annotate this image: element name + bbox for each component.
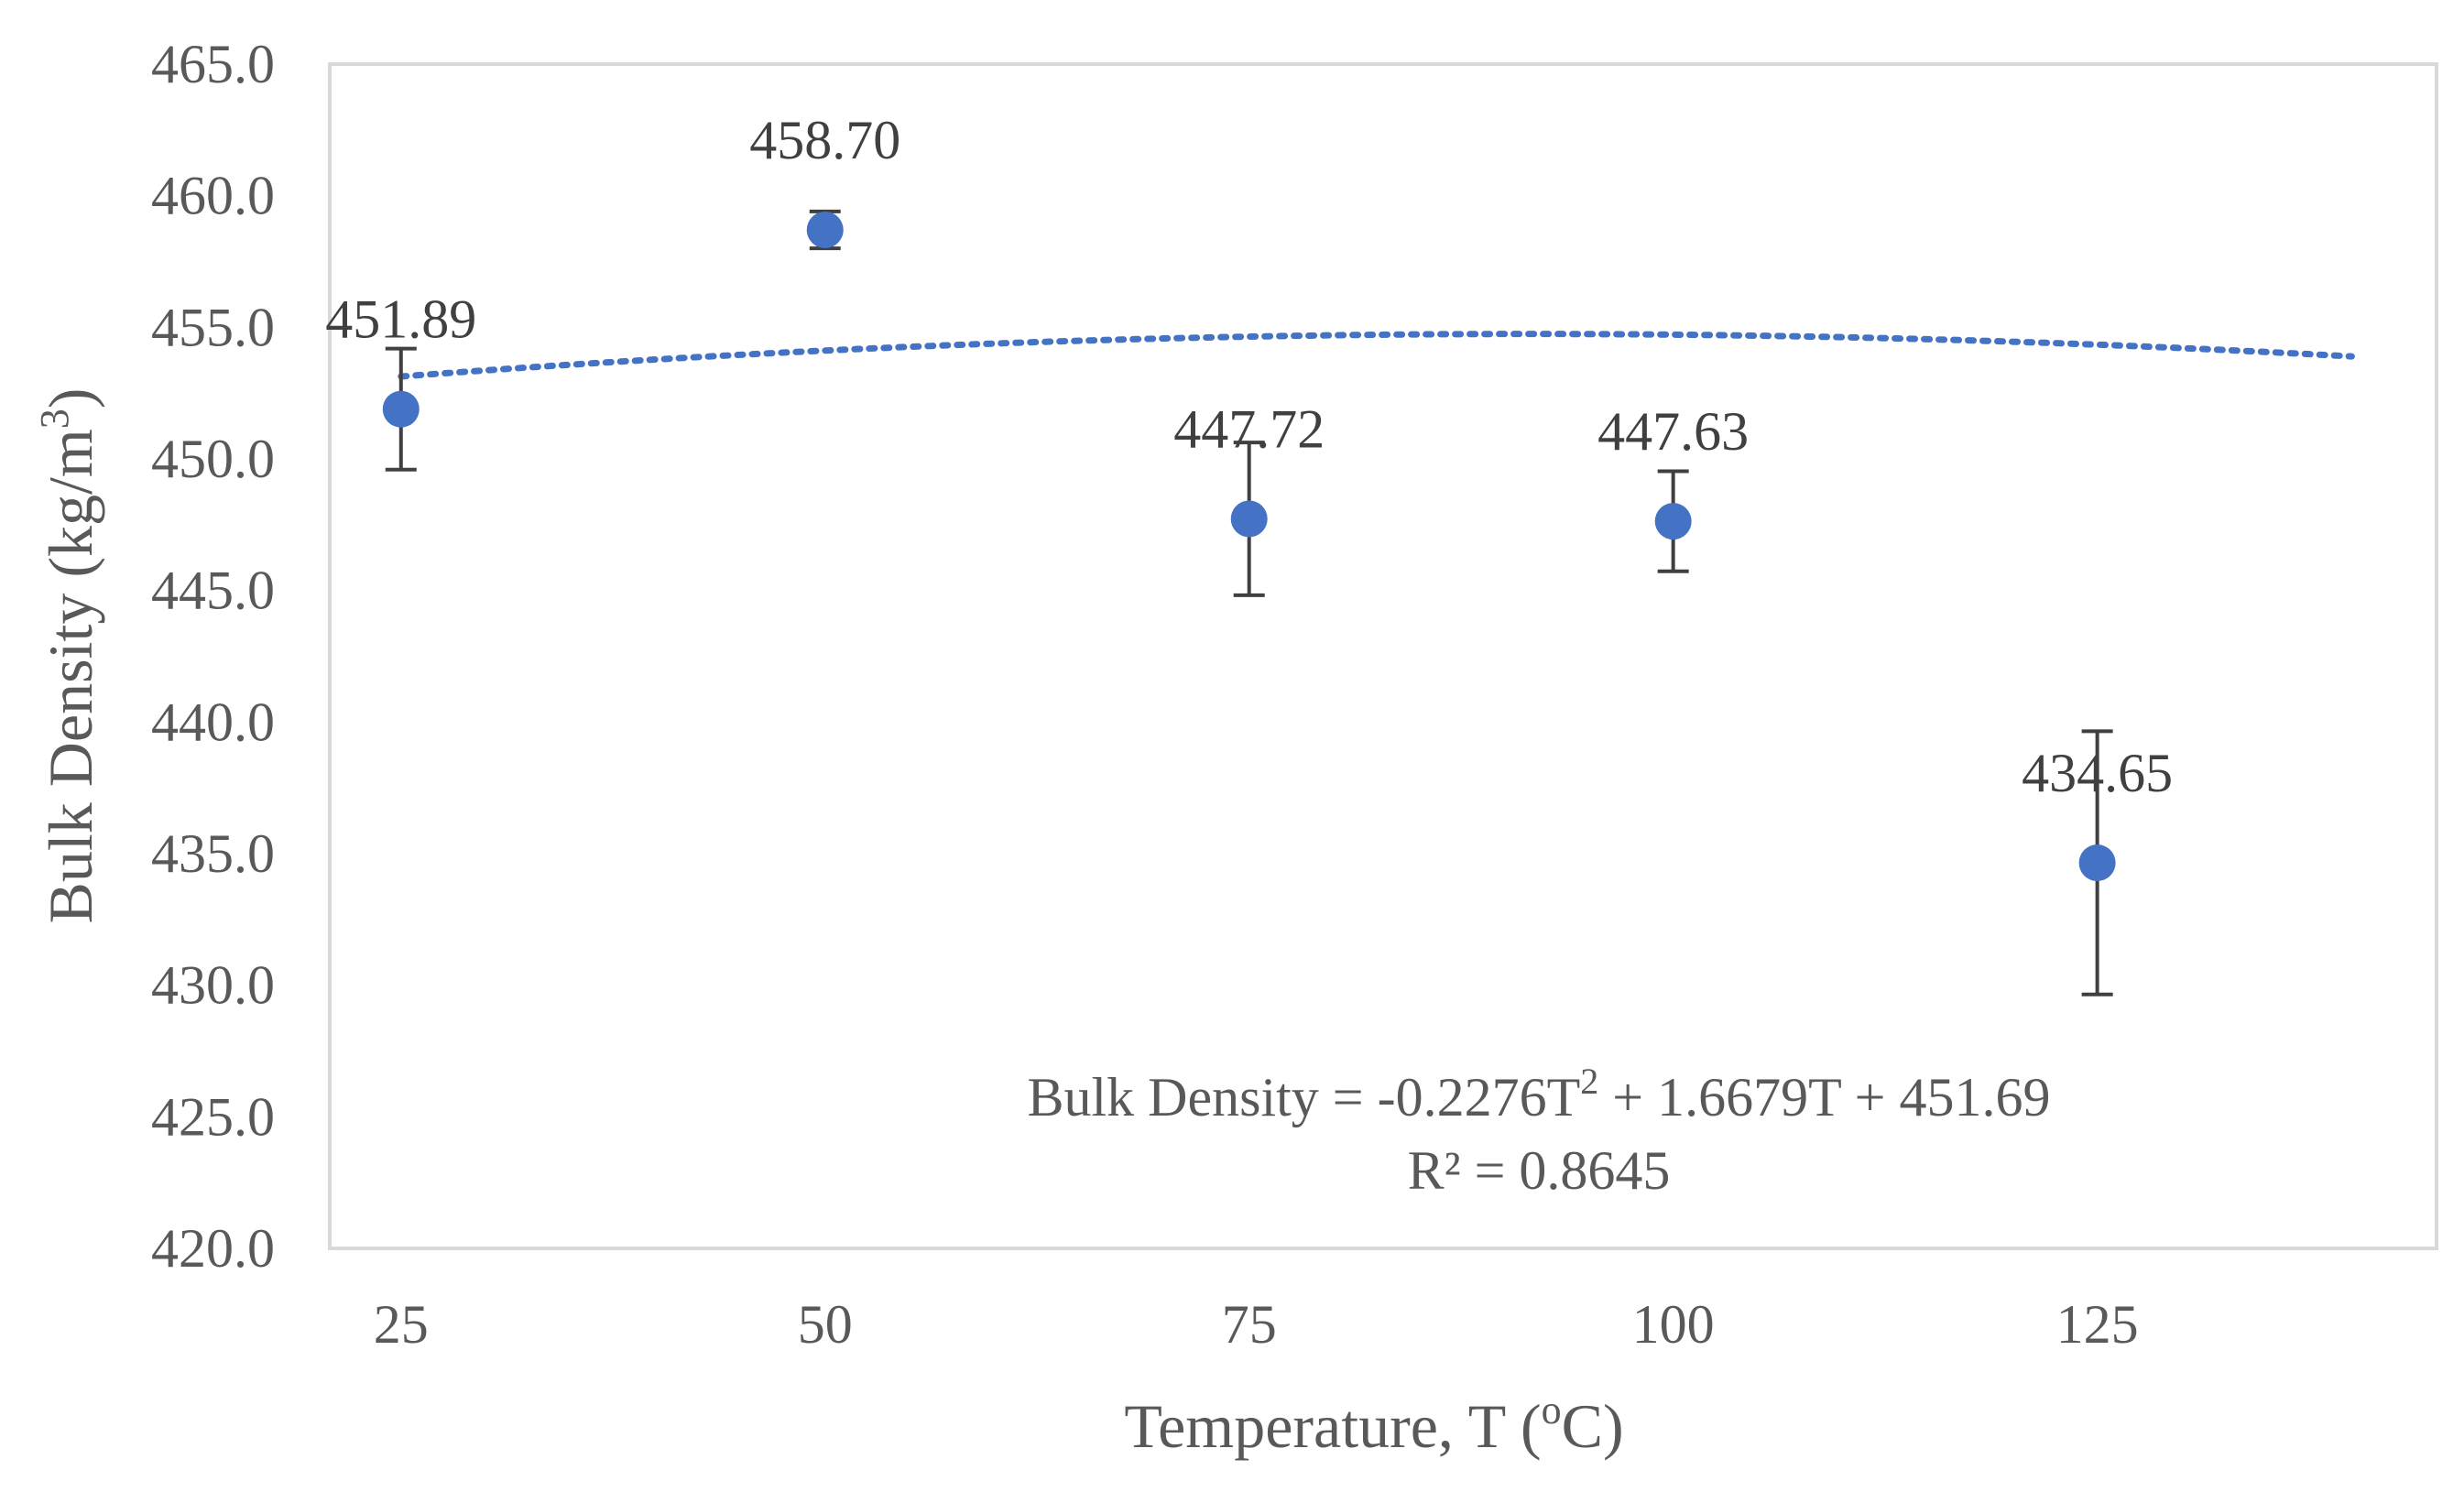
x-tick-label: 125 [2056, 1294, 2139, 1355]
data-label: 447.63 [1597, 401, 1749, 462]
x-tick-label: 50 [798, 1294, 853, 1355]
data-point [382, 390, 420, 428]
x-axis-title: Temperature, T (oC) [1124, 1388, 1623, 1461]
data-point [806, 212, 844, 249]
x-axis-title-superscript: o [1542, 1388, 1562, 1432]
r-squared-text: R² = 0.8645 [1408, 1140, 1671, 1201]
equation-superscript: 2 [1580, 1061, 1598, 1102]
y-axis-title-main: Bulk Density (kg/m [36, 429, 105, 923]
y-tick-label: 425.0 [151, 1086, 275, 1147]
data-labels: 451.89 458.70 447.72 447.63 434.65 [325, 110, 2173, 803]
trendline-equation: Bulk Density = -0.2276T2 + 1.6679T + 451… [1027, 1061, 2050, 1127]
equation-end: + 1.6679T + 451.69 [1598, 1067, 2050, 1127]
y-tick-label: 465.0 [151, 34, 275, 94]
plot-area-frame [328, 62, 2438, 1250]
y-axis-title: Bulk Density (kg/m3) [32, 388, 105, 924]
y-tick-label: 430.0 [151, 955, 275, 1016]
data-points [382, 212, 2116, 882]
y-axis-title-superscript: 3 [32, 408, 77, 429]
data-point [2078, 844, 2116, 882]
y-tick-label: 435.0 [151, 823, 275, 884]
data-label: 434.65 [2022, 743, 2173, 803]
data-point [1230, 500, 1268, 538]
y-tick-label: 455.0 [151, 297, 275, 357]
data-point [1654, 503, 1692, 540]
x-axis-tick-labels: 25 50 75 100 125 [374, 1294, 2139, 1355]
y-tick-label: 420.0 [151, 1218, 275, 1279]
data-label: 458.70 [749, 110, 900, 170]
y-tick-label: 440.0 [151, 692, 275, 752]
x-tick-label: 25 [374, 1294, 429, 1355]
x-axis-title-end: C) [1562, 1391, 1624, 1461]
x-tick-label: 75 [1222, 1294, 1277, 1355]
y-tick-label: 460.0 [151, 166, 275, 226]
equation-main: Bulk Density = -0.2276T [1027, 1067, 1580, 1127]
y-axis-tick-labels: 420.0 425.0 430.0 435.0 440.0 445.0 450.0 455.0… [151, 34, 275, 1279]
y-tick-label: 445.0 [151, 561, 275, 621]
y-axis-title-end: ) [36, 388, 105, 409]
data-label: 447.72 [1173, 399, 1325, 460]
y-tick-label: 450.0 [151, 429, 275, 489]
x-axis-title-main: Temperature, T ( [1124, 1391, 1541, 1461]
x-tick-label: 100 [1632, 1294, 1715, 1355]
data-label: 451.89 [325, 289, 476, 350]
error-bars [385, 209, 2113, 996]
polynomial-trendline [398, 331, 2355, 380]
